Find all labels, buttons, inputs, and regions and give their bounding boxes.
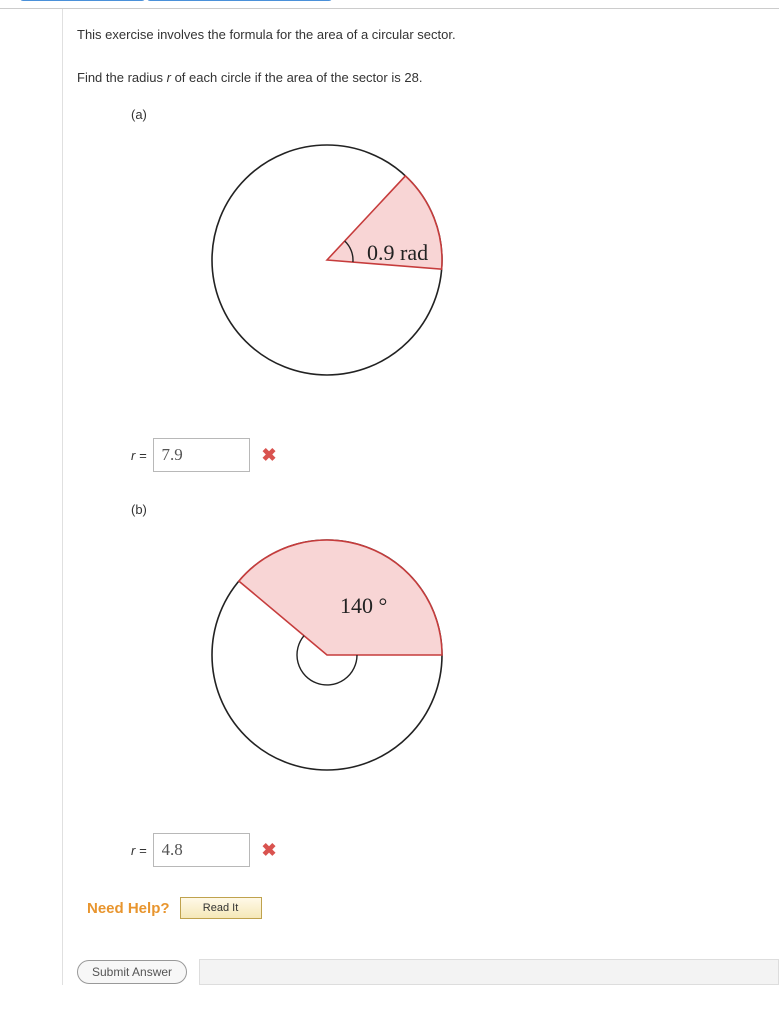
read-it-button[interactable]: Read It <box>180 897 262 919</box>
need-help-label: Need Help? <box>87 900 170 917</box>
figure-b-svg: 140 ° <box>207 535 467 775</box>
incorrect-icon-a: ✖ <box>262 445 277 466</box>
problem-prefix: Find the radius <box>77 70 167 85</box>
answer-label-a: r = <box>131 448 147 463</box>
answer-row-a: r = ✖ <box>131 438 779 472</box>
problem-middle: of each circle if the area of the sector… <box>171 70 404 85</box>
tab-indicator-1 <box>20 0 145 1</box>
angle-label-a: 0.9 rad <box>367 240 428 265</box>
answer-row-b: r = ✖ <box>131 833 779 867</box>
help-row: Need Help? Read It <box>87 897 779 919</box>
problem-statement: Find the radius r of each circle if the … <box>77 70 779 85</box>
figure-a-svg: 0.9 rad <box>207 140 467 380</box>
problem-suffix: . <box>419 70 423 85</box>
submit-row: Submit Answer <box>77 959 779 985</box>
exercise-content: This exercise involves the formula for t… <box>62 9 779 985</box>
answer-input-b[interactable] <box>153 833 250 867</box>
tab-indicator-2 <box>147 0 332 1</box>
figure-b: 140 ° <box>207 535 779 778</box>
top-tab-border <box>0 0 779 9</box>
angle-label-b: 140 ° <box>340 593 387 618</box>
submit-trailing-bar <box>199 959 779 985</box>
problem-value: 28 <box>404 70 418 85</box>
submit-answer-button[interactable]: Submit Answer <box>77 960 187 984</box>
incorrect-icon-b: ✖ <box>262 840 277 861</box>
answer-label-b: r = <box>131 843 147 858</box>
part-a-label: (a) <box>131 107 779 122</box>
intro-text: This exercise involves the formula for t… <box>77 27 779 42</box>
part-b-label: (b) <box>131 502 779 517</box>
figure-a: 0.9 rad <box>207 140 779 383</box>
answer-input-a[interactable] <box>153 438 250 472</box>
